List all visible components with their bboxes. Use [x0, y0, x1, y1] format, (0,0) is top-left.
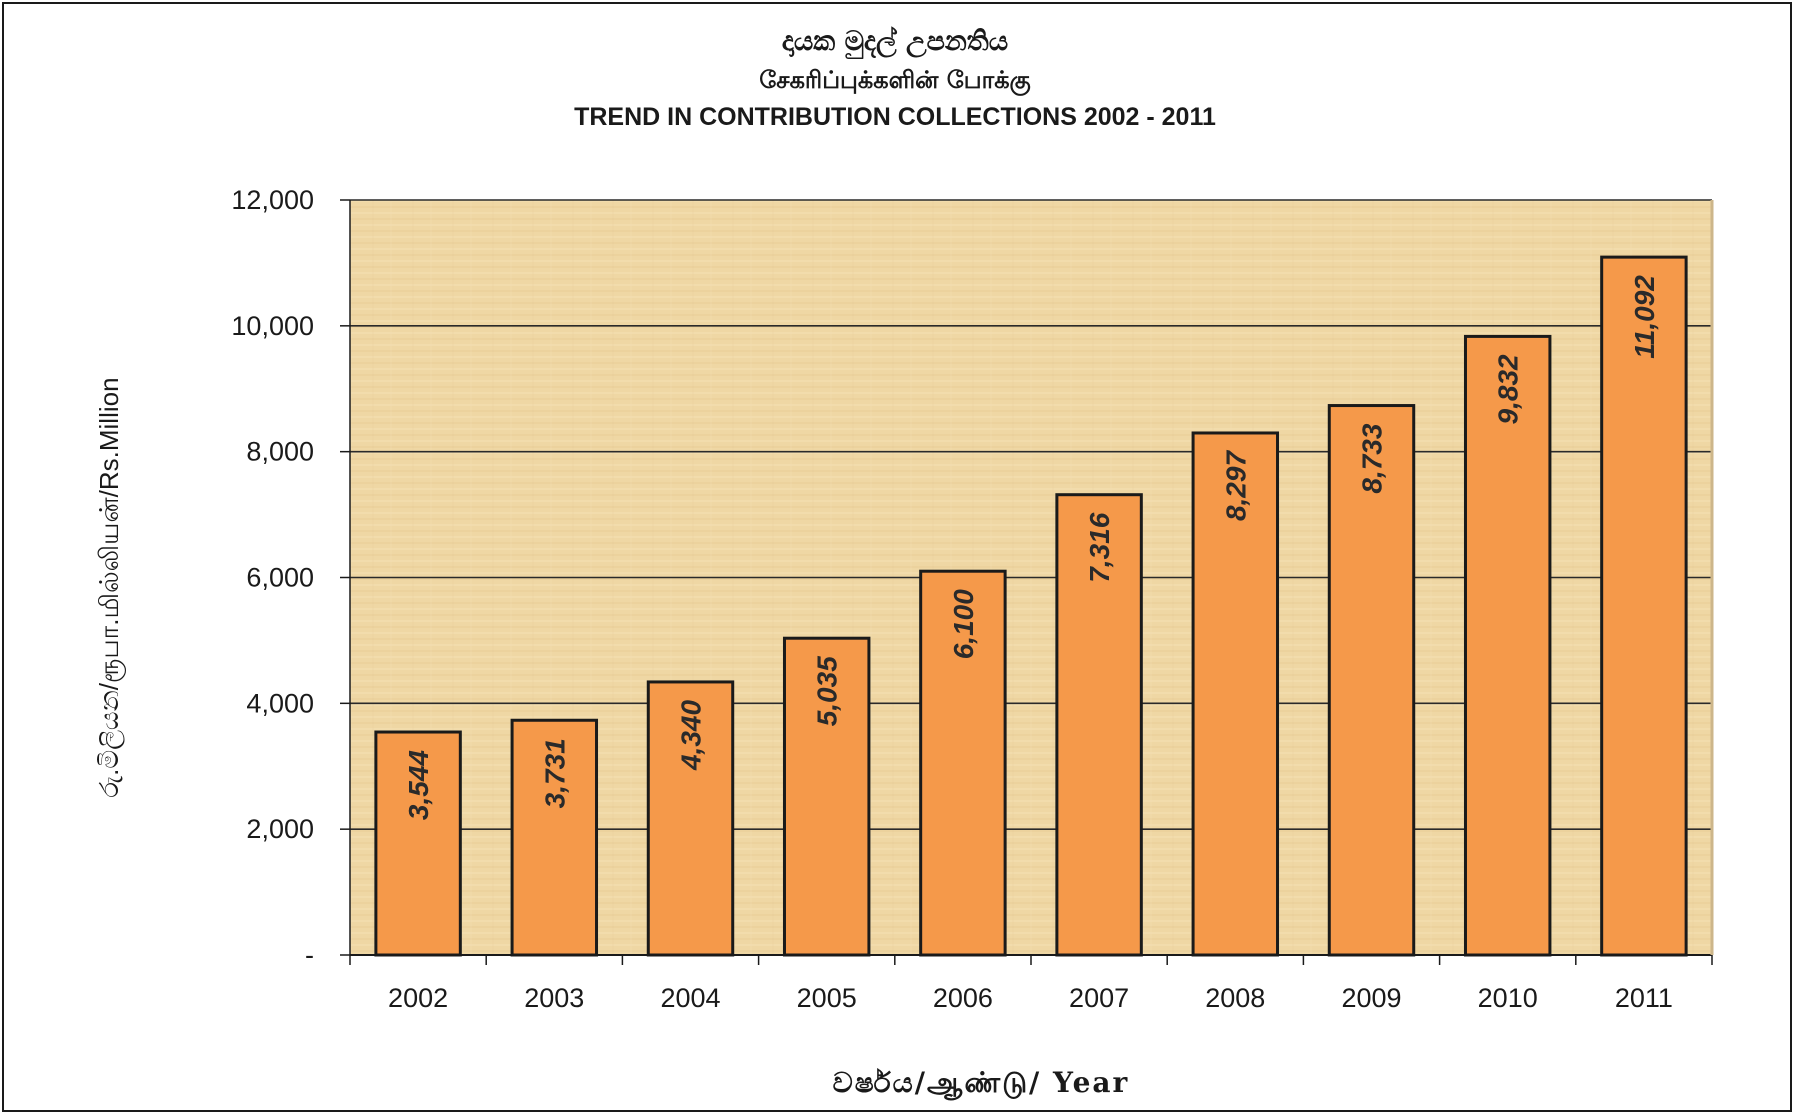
bar — [1600, 255, 1688, 957]
x-axis-ticks: 2002 2003 2004 2005 2006 2007 2008 2009 2010 2011 — [388, 983, 1673, 1013]
chart-title-sinhala: දායක මුදල් උපනතිය — [781, 26, 1009, 57]
bar — [919, 569, 1007, 957]
data-label: 7,316 — [1084, 512, 1115, 582]
chart-title: TREND IN CONTRIBUTION COLLECTIONS 2002 -… — [574, 103, 1216, 131]
y-tick-label: 2,000 — [246, 814, 314, 844]
x-tick-label: 2008 — [1205, 983, 1265, 1013]
bar — [1191, 431, 1280, 957]
chart-titles: දායක මුදල් උපනතිය சேகரிப்புக்களின் போக்க… — [0, 22, 1790, 136]
bar — [782, 636, 871, 957]
y-tick-label: 8,000 — [246, 437, 314, 467]
y-tick-label: 4,000 — [246, 688, 314, 718]
bar — [1463, 334, 1552, 957]
data-labels: 3,544 3,731 4,340 5,035 6,100 7,316 8,297 8,733… — [403, 275, 1660, 820]
bar — [1055, 493, 1143, 957]
x-tick-label: 2005 — [797, 983, 857, 1013]
x-tick-label: 2006 — [933, 983, 993, 1013]
bar — [646, 680, 735, 957]
data-label: 5,035 — [812, 656, 843, 726]
data-label: 6,100 — [948, 589, 979, 659]
bar — [374, 730, 462, 957]
data-label: 11,092 — [1629, 275, 1660, 359]
x-tick-label: 2003 — [524, 983, 584, 1013]
data-label: 3,544 — [403, 750, 434, 820]
bar — [510, 718, 599, 957]
data-label: 8,733 — [1357, 423, 1388, 493]
x-tick-label: 2009 — [1341, 983, 1401, 1013]
x-tick-label: 2007 — [1069, 983, 1129, 1013]
chart-title-tamil: சேகரிப்புக்களின் போக்கு — [759, 66, 1031, 94]
data-label: 4,340 — [676, 700, 707, 771]
data-label: 8,297 — [1220, 450, 1251, 521]
y-axis-label: රු.මිලියන/ரூபா.மில்லியன்/Rs.Million — [94, 377, 126, 797]
x-axis-label: වර්ෂය/ஆண்டு/ Year — [833, 1066, 1130, 1101]
y-tick-label: 12,000 — [231, 185, 314, 215]
x-tick-label: 2011 — [1615, 983, 1673, 1013]
y-tick-label: - — [305, 940, 314, 970]
y-tick-label: 6,000 — [246, 563, 314, 593]
bar — [1327, 404, 1416, 957]
x-tick-label: 2002 — [388, 983, 448, 1013]
y-tick-label: 10,000 — [231, 311, 314, 341]
data-label: 9,832 — [1493, 354, 1524, 424]
x-tick-label: 2004 — [660, 983, 720, 1013]
y-axis-ticks: - 2,000 4,000 6,000 8,000 10,000 12,000 — [231, 185, 314, 970]
bars — [374, 255, 1688, 957]
x-tick-label: 2010 — [1478, 983, 1538, 1013]
data-label: 3,731 — [539, 738, 570, 808]
